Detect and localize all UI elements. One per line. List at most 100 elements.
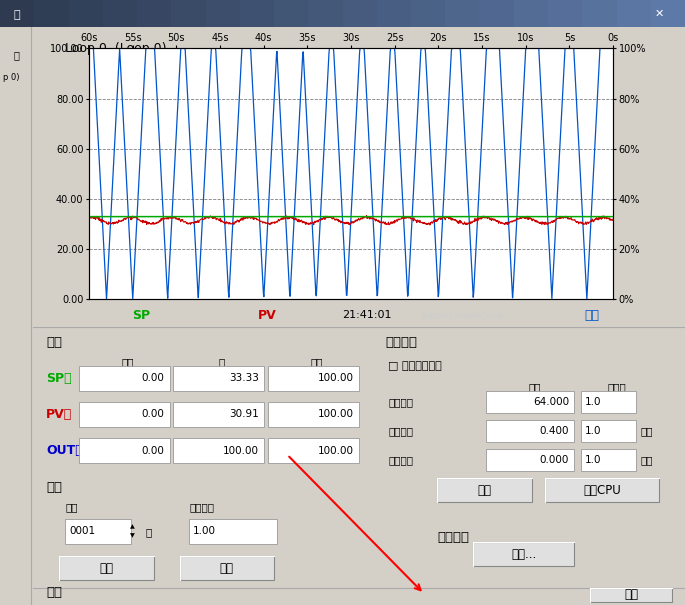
Text: 0001: 0001 xyxy=(69,526,95,536)
Bar xyxy=(411,0,445,27)
Text: 1.0: 1.0 xyxy=(584,456,601,465)
Text: 路: 路 xyxy=(13,50,19,60)
Text: 积分：：: 积分：： xyxy=(388,426,413,436)
Bar xyxy=(581,449,636,471)
Bar xyxy=(486,449,574,471)
Text: 1.0: 1.0 xyxy=(584,426,601,436)
Text: 调节参数: 调节参数 xyxy=(385,336,417,350)
Text: 33.33: 33.33 xyxy=(229,373,259,383)
Bar xyxy=(590,587,672,602)
Text: 1.0: 1.0 xyxy=(584,397,601,407)
Bar xyxy=(79,402,170,427)
Text: 0.00: 0.00 xyxy=(142,445,164,456)
Bar xyxy=(59,557,153,580)
Bar xyxy=(179,557,274,580)
Text: ▲: ▲ xyxy=(129,525,134,529)
Text: 微分：：: 微分：： xyxy=(388,456,413,465)
Text: p 0): p 0) xyxy=(3,73,20,82)
Text: 计算値: 计算値 xyxy=(607,382,626,393)
Bar xyxy=(189,518,277,544)
Text: 1.00: 1.00 xyxy=(193,526,216,536)
Text: OUT：: OUT： xyxy=(46,444,83,457)
Text: 暂停: 暂停 xyxy=(99,561,113,575)
Bar xyxy=(68,0,103,27)
Bar xyxy=(581,391,636,413)
Bar xyxy=(0,0,34,27)
Text: 清除: 清除 xyxy=(220,561,234,575)
Text: 标定: 标定 xyxy=(46,336,62,350)
Bar xyxy=(103,0,137,27)
Text: 选项...: 选项... xyxy=(511,548,536,561)
Text: 100.00: 100.00 xyxy=(223,445,259,456)
Text: 0.00: 0.00 xyxy=(142,373,164,383)
Bar xyxy=(268,365,359,391)
Text: 100.00: 100.00 xyxy=(318,373,353,383)
Text: 采样: 采样 xyxy=(46,481,62,494)
Text: 100.00: 100.00 xyxy=(318,410,353,419)
Text: 当前: 当前 xyxy=(529,382,541,393)
Text: 关闭: 关闭 xyxy=(624,589,638,601)
Bar xyxy=(437,479,532,502)
Text: 64.000: 64.000 xyxy=(533,397,569,407)
Bar xyxy=(582,0,616,27)
Bar xyxy=(173,402,264,427)
Bar xyxy=(581,420,636,442)
Bar xyxy=(79,438,170,463)
Text: 更新CPU: 更新CPU xyxy=(583,484,621,497)
Bar xyxy=(473,542,574,566)
Text: 分钟: 分钟 xyxy=(640,456,653,465)
Text: ▼: ▼ xyxy=(129,533,134,538)
Text: 采样时间: 采样时间 xyxy=(189,503,214,512)
Bar xyxy=(616,0,651,27)
Text: ✕: ✕ xyxy=(655,8,664,19)
Text: support.industry.sie...: support.industry.sie... xyxy=(421,311,512,320)
Text: 0.000: 0.000 xyxy=(540,456,569,465)
Bar xyxy=(545,479,659,502)
Bar xyxy=(268,438,359,463)
Bar xyxy=(548,0,582,27)
Text: 21:41:01: 21:41:01 xyxy=(342,310,392,320)
Bar xyxy=(240,0,274,27)
Bar xyxy=(268,402,359,427)
Bar xyxy=(486,391,574,413)
Bar xyxy=(342,0,377,27)
Bar xyxy=(445,0,479,27)
Text: 板: 板 xyxy=(14,10,21,20)
Bar xyxy=(66,518,131,544)
Text: 分钟: 分钟 xyxy=(640,426,653,436)
Text: 値: 値 xyxy=(219,358,225,367)
Bar xyxy=(514,0,548,27)
Bar xyxy=(206,0,240,27)
Bar xyxy=(171,0,206,27)
Bar xyxy=(173,438,264,463)
Text: PV: PV xyxy=(258,309,277,322)
Bar xyxy=(274,0,308,27)
Text: 输出: 输出 xyxy=(584,309,599,322)
Text: 速率: 速率 xyxy=(66,503,78,512)
Text: 0.00: 0.00 xyxy=(142,410,164,419)
Text: 30.91: 30.91 xyxy=(229,410,259,419)
Bar xyxy=(479,0,514,27)
Text: 秒: 秒 xyxy=(145,527,151,537)
Text: SP：: SP： xyxy=(46,371,71,385)
Bar xyxy=(34,0,68,27)
Text: 上限: 上限 xyxy=(310,358,323,367)
Text: 启动: 启动 xyxy=(477,484,491,497)
Bar xyxy=(486,420,574,442)
Text: 增益：：: 增益：： xyxy=(388,397,413,407)
Text: 高级选项: 高级选项 xyxy=(437,531,469,545)
Text: 100.00: 100.00 xyxy=(318,445,353,456)
Bar xyxy=(79,365,170,391)
Bar xyxy=(308,0,342,27)
Bar xyxy=(377,0,411,27)
Bar xyxy=(651,0,685,27)
Bar xyxy=(137,0,171,27)
Text: Loop 0  (Loop 0): Loop 0 (Loop 0) xyxy=(66,42,167,54)
Bar xyxy=(173,365,264,391)
Text: 状态: 状态 xyxy=(46,586,62,599)
Text: 0.400: 0.400 xyxy=(539,426,569,436)
Text: SP: SP xyxy=(132,309,151,322)
Text: 下限: 下限 xyxy=(121,358,134,367)
Text: □ 启用手动调节: □ 启用手动调节 xyxy=(388,361,442,371)
Text: PV：: PV： xyxy=(46,408,72,421)
